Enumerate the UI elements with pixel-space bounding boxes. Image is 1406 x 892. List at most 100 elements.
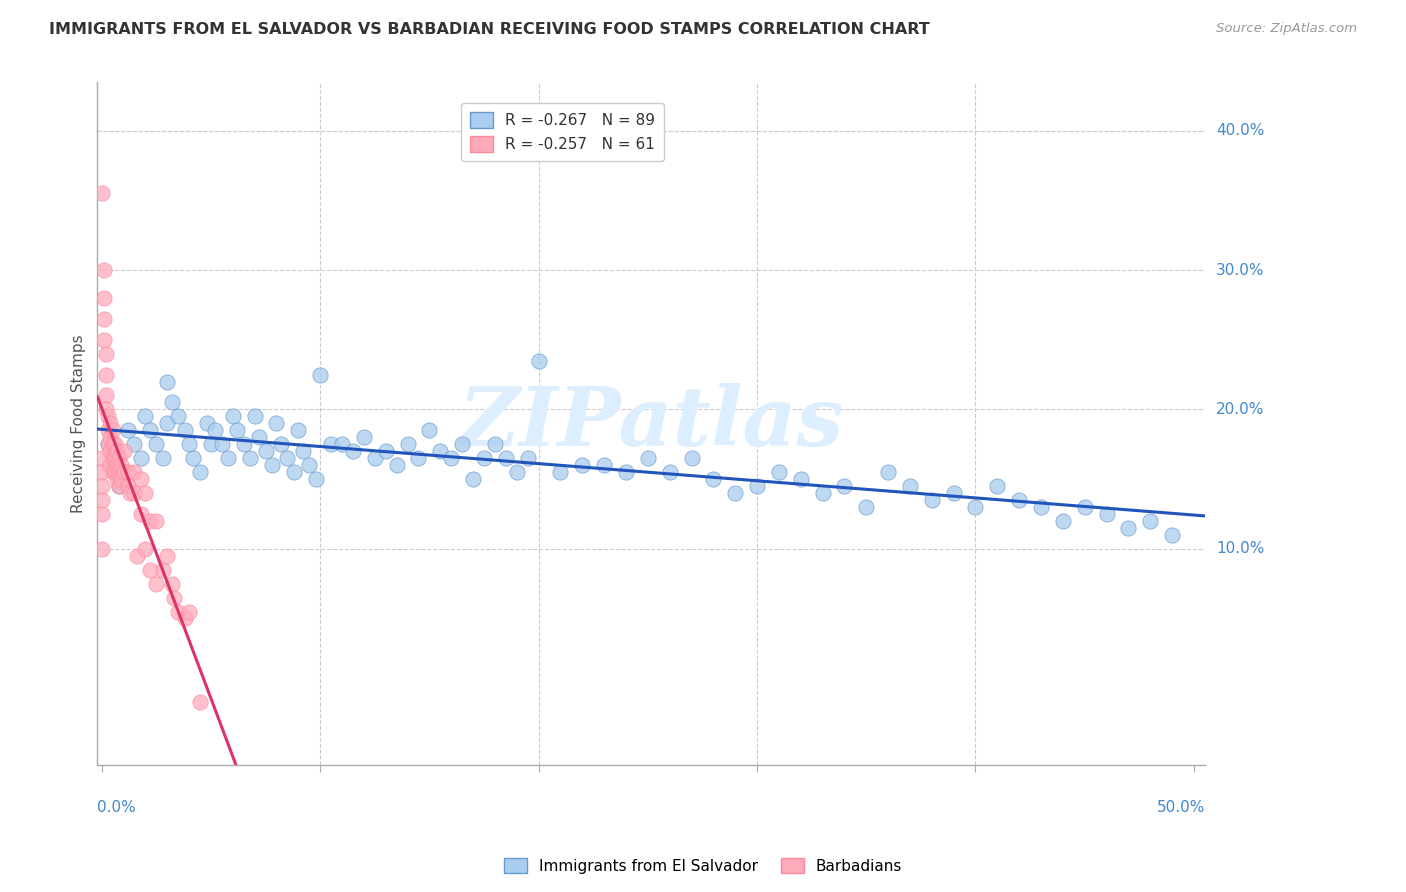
Point <box>110 458 132 473</box>
Point <box>211 437 233 451</box>
Text: 40.0%: 40.0% <box>1216 123 1264 138</box>
Point <box>204 423 226 437</box>
Point <box>418 423 440 437</box>
Point <box>110 472 132 486</box>
Point <box>105 444 128 458</box>
Point <box>451 437 474 451</box>
Point <box>124 437 146 451</box>
Point <box>898 479 921 493</box>
Point <box>484 437 506 451</box>
Point <box>283 465 305 479</box>
Point <box>93 333 115 347</box>
Point <box>1161 528 1184 542</box>
Point <box>108 465 131 479</box>
Point <box>965 500 987 514</box>
Point <box>167 409 190 424</box>
Point <box>461 472 484 486</box>
Point <box>222 409 245 424</box>
Point <box>100 458 122 473</box>
Point <box>100 417 122 431</box>
Point <box>163 591 186 605</box>
Point <box>200 437 222 451</box>
Point <box>156 549 179 563</box>
Point <box>156 375 179 389</box>
Point <box>291 444 314 458</box>
Point <box>408 451 430 466</box>
Point <box>124 486 146 500</box>
Point <box>309 368 332 382</box>
Point <box>120 486 142 500</box>
Point <box>745 479 768 493</box>
Point <box>156 417 179 431</box>
Point <box>342 444 364 458</box>
Point <box>262 458 284 473</box>
Point <box>167 605 190 619</box>
Point <box>353 430 375 444</box>
Point <box>94 402 117 417</box>
Point <box>145 514 167 528</box>
Point <box>101 465 124 479</box>
Point <box>101 437 124 451</box>
Text: 50.0%: 50.0% <box>1157 799 1205 814</box>
Point <box>396 437 419 451</box>
Point <box>1095 507 1118 521</box>
Point <box>195 417 218 431</box>
Point <box>942 486 965 500</box>
Point <box>104 437 127 451</box>
Point <box>160 576 183 591</box>
Point <box>834 479 856 493</box>
Point <box>270 437 292 451</box>
Point <box>108 451 131 466</box>
Point <box>593 458 616 473</box>
Point <box>97 437 120 451</box>
Text: 0.0%: 0.0% <box>97 799 136 814</box>
Point <box>177 437 200 451</box>
Text: IMMIGRANTS FROM EL SALVADOR VS BARBADIAN RECEIVING FOOD STAMPS CORRELATION CHART: IMMIGRANTS FROM EL SALVADOR VS BARBADIAN… <box>49 22 929 37</box>
Point <box>117 423 139 437</box>
Point <box>177 605 200 619</box>
Point <box>139 514 162 528</box>
Point <box>90 451 112 466</box>
Point <box>160 395 183 409</box>
Point <box>134 486 156 500</box>
Point <box>112 465 135 479</box>
Text: ZIPatlas: ZIPatlas <box>458 384 844 463</box>
Point <box>550 465 572 479</box>
Point <box>1073 500 1095 514</box>
Point <box>105 472 128 486</box>
Point <box>134 409 156 424</box>
Text: Source: ZipAtlas.com: Source: ZipAtlas.com <box>1216 22 1357 36</box>
Point <box>385 458 408 473</box>
Point <box>105 458 128 473</box>
Point <box>173 611 195 625</box>
Point <box>986 479 1008 493</box>
Point <box>108 479 131 493</box>
Point <box>188 465 211 479</box>
Point <box>93 291 115 305</box>
Point <box>440 451 463 466</box>
Point <box>658 465 681 479</box>
Point <box>1118 521 1140 535</box>
Point <box>239 451 262 466</box>
Point <box>877 465 900 479</box>
Point <box>100 444 122 458</box>
Point <box>702 472 724 486</box>
Text: 20.0%: 20.0% <box>1216 402 1264 417</box>
Point <box>104 465 127 479</box>
Point <box>104 451 127 466</box>
Point <box>129 472 152 486</box>
Point <box>90 541 112 556</box>
Point <box>243 409 266 424</box>
Point <box>495 451 517 466</box>
Point <box>188 695 211 709</box>
Point <box>921 493 943 508</box>
Point <box>1029 500 1052 514</box>
Point <box>287 423 309 437</box>
Point <box>94 368 117 382</box>
Point <box>472 451 495 466</box>
Point <box>90 493 112 508</box>
Point <box>90 465 112 479</box>
Point <box>226 423 249 437</box>
Point <box>139 563 162 577</box>
Point <box>1052 514 1074 528</box>
